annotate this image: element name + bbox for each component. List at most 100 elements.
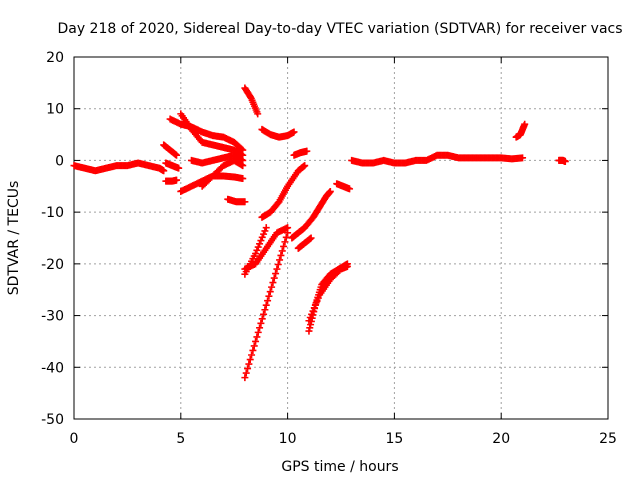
data-point <box>260 310 268 318</box>
data-point <box>346 185 354 193</box>
x-tick-label: 10 <box>279 431 297 447</box>
data-point <box>175 164 183 172</box>
data-point <box>253 333 261 341</box>
series-arc-d <box>198 156 247 190</box>
x-tick-label: 5 <box>176 431 185 447</box>
y-tick-label: 20 <box>46 50 64 66</box>
data-point <box>308 310 316 318</box>
series-dip-4-5 <box>162 176 181 185</box>
x-tick-label: 0 <box>70 431 79 447</box>
series-recover-9-11 <box>258 162 309 221</box>
series-arc-high <box>166 115 247 154</box>
data-point <box>301 162 309 170</box>
data-point <box>312 301 320 309</box>
data-point <box>249 346 257 354</box>
series-spike-10-11 <box>290 147 311 159</box>
data-point <box>303 147 311 155</box>
data-point <box>276 256 284 264</box>
data-point <box>258 233 266 241</box>
data-point <box>305 317 313 325</box>
data-point <box>258 315 266 323</box>
series-low-7-8 <box>224 195 249 206</box>
data-point <box>306 324 314 332</box>
data-point <box>250 342 258 350</box>
data-point <box>248 351 256 359</box>
x-tick-label: 25 <box>599 431 617 447</box>
data-point <box>284 224 292 232</box>
y-tick-label: -10 <box>41 205 64 221</box>
data-point <box>268 283 276 291</box>
data-point <box>242 369 250 377</box>
data-points <box>70 84 569 382</box>
data-point <box>241 374 249 382</box>
data-point <box>239 175 247 183</box>
data-point <box>252 250 260 258</box>
data-point <box>239 162 247 170</box>
data-point <box>266 288 274 296</box>
data-point <box>257 237 265 245</box>
grid <box>74 57 608 419</box>
data-point <box>246 356 254 364</box>
y-tick-label: -50 <box>41 412 64 428</box>
data-point <box>254 328 262 336</box>
y-axis-label: SDTVAR / TECUs <box>6 181 22 296</box>
data-point <box>280 242 288 250</box>
data-point <box>521 120 529 128</box>
data-point <box>160 167 168 175</box>
data-point <box>273 265 281 273</box>
data-point <box>326 187 334 195</box>
data-point <box>561 157 569 165</box>
data-point <box>257 319 265 327</box>
data-point <box>305 327 313 335</box>
data-point <box>343 262 351 270</box>
data-point <box>173 151 181 159</box>
data-point <box>306 314 314 322</box>
data-point <box>252 337 260 345</box>
data-point <box>278 247 286 255</box>
series-rise-4-5 <box>160 141 181 159</box>
data-point <box>307 321 315 329</box>
data-point <box>253 246 261 254</box>
data-point <box>256 324 264 332</box>
series-arc-a <box>177 110 247 159</box>
data-point <box>256 240 264 248</box>
series-dip-10-11 <box>288 187 334 242</box>
x-tick-label: 20 <box>492 431 510 447</box>
data-point <box>244 365 252 373</box>
data-point <box>254 243 262 251</box>
plot-frame <box>73 56 609 420</box>
series-mid-4-5 <box>162 159 183 172</box>
data-point <box>309 307 317 315</box>
data-point <box>245 360 253 368</box>
data-point <box>277 251 285 259</box>
data-point <box>274 261 282 269</box>
y-tick-label: 0 <box>55 153 64 169</box>
data-point <box>264 297 272 305</box>
y-tick-label: -40 <box>41 360 64 376</box>
data-point <box>241 198 249 206</box>
data-point <box>519 154 527 162</box>
data-point <box>270 274 278 282</box>
data-point <box>307 234 315 242</box>
series-baseline-mid <box>348 151 527 167</box>
data-point <box>173 176 181 184</box>
data-point <box>254 110 262 118</box>
y-tick-label: -20 <box>41 257 64 273</box>
series-baseline-early <box>70 159 168 175</box>
chart-title: Day 218 of 2020, Sidereal Day-to-day VTE… <box>57 21 622 37</box>
series-end-23 <box>555 156 569 165</box>
data-point <box>314 294 322 302</box>
series-spike-21 <box>512 120 529 141</box>
x-tick-label: 15 <box>385 431 403 447</box>
data-point <box>310 304 318 312</box>
series-deep-drop <box>241 229 292 382</box>
series-swing-8-9 <box>241 224 292 273</box>
data-point <box>272 270 280 278</box>
data-point <box>262 301 270 309</box>
x-axis-label: GPS time / hours <box>281 459 398 475</box>
data-point <box>260 230 268 238</box>
series-small-10-11 <box>294 234 315 252</box>
series-bump-9-10 <box>258 125 298 141</box>
